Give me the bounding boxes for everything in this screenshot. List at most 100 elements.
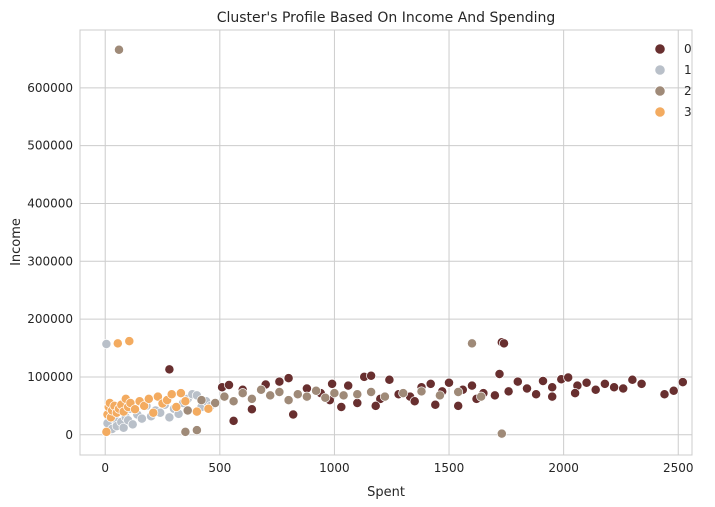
data-point-cluster-0 (531, 389, 542, 400)
data-point-cluster-0 (430, 399, 441, 410)
data-point-cluster-2 (114, 44, 124, 55)
legend-marker-0 (654, 43, 666, 55)
data-point-cluster-1 (127, 419, 138, 430)
data-point-cluster-3 (166, 389, 177, 400)
data-point-cluster-2 (398, 388, 409, 399)
data-point-cluster-3 (130, 404, 140, 415)
data-point-cluster-2 (416, 386, 427, 397)
tick-labels: 0 500 1000 1500 2000 2500 0 100000 200000 300000 4… (27, 81, 693, 475)
data-point-cluster-2 (228, 396, 239, 407)
data-point-cluster-0 (283, 373, 294, 384)
data-point-cluster-2 (180, 426, 191, 437)
data-point-cluster-0 (503, 386, 514, 397)
data-point-cluster-0 (547, 391, 558, 402)
data-point-cluster-3 (148, 407, 159, 418)
data-point-cluster-3 (203, 403, 214, 414)
data-point-cluster-2 (352, 389, 363, 400)
data-point-cluster-2 (434, 390, 445, 401)
legend-marker-3 (654, 106, 666, 118)
x-tick-label: 0 (101, 461, 109, 475)
data-point-cluster-3 (191, 406, 202, 417)
legend-label-2: 2 (684, 84, 692, 98)
data-point-cluster-0 (409, 396, 420, 407)
data-point-cluster-0 (489, 390, 500, 401)
data-point-cluster-0 (609, 382, 620, 393)
data-point-cluster-2 (283, 395, 294, 406)
data-point-cluster-2 (256, 384, 267, 395)
data-point-cluster-0 (228, 415, 239, 426)
legend-label-1: 1 (684, 63, 692, 77)
data-point-cluster-2 (311, 385, 322, 396)
data-point-cluster-3 (171, 402, 182, 412)
data-point-cluster-2 (237, 388, 248, 399)
legend-marker-1 (654, 64, 666, 76)
data-point-cluster-2 (338, 390, 349, 401)
data-point-cluster-0 (288, 409, 299, 420)
data-point-cluster-3 (139, 400, 150, 411)
data-point-cluster-0 (627, 374, 638, 385)
legend-label-3: 3 (684, 105, 692, 119)
data-point-cluster-0 (384, 374, 395, 385)
data-point-cluster-0 (618, 383, 629, 394)
data-point-cluster-3 (180, 396, 191, 407)
y-tick-label: 100000 (27, 370, 73, 384)
y-tick-label: 0 (65, 428, 73, 442)
data-point-cluster-0 (274, 376, 285, 387)
data-point-cluster-0 (444, 377, 454, 388)
data-point-cluster-0 (343, 380, 354, 391)
data-point-cluster-1 (136, 413, 147, 424)
data-point-cluster-2 (379, 391, 390, 402)
data-point-cluster-0 (677, 377, 688, 388)
data-point-cluster-3 (112, 338, 123, 349)
data-point-cluster-0 (570, 388, 581, 399)
x-tick-label: 2500 (663, 461, 694, 475)
data-point-cluster-2 (467, 338, 477, 349)
y-axis-label: Income (9, 218, 24, 266)
data-point-cluster-2 (219, 391, 230, 402)
data-point-cluster-2 (274, 387, 285, 397)
data-point-cluster-0 (453, 400, 464, 411)
data-point-cluster-0 (352, 398, 363, 408)
data-point-cluster-2 (292, 389, 303, 400)
data-point-cluster-3 (101, 426, 112, 437)
y-tick-label: 300000 (27, 254, 73, 268)
x-axis-label: Spent (367, 485, 405, 500)
x-tick-label: 500 (208, 461, 231, 475)
data-point-cluster-3 (152, 391, 163, 402)
data-point-cluster-0 (425, 378, 436, 389)
data-point-cluster-2 (476, 391, 487, 402)
y-tick-label: 400000 (27, 196, 73, 210)
data-point-cluster-0 (581, 377, 592, 388)
data-point-cluster-0 (668, 385, 679, 396)
data-point-cluster-0 (512, 376, 523, 387)
data-point-cluster-3 (143, 393, 154, 404)
data-point-cluster-2 (196, 395, 207, 406)
data-point-cluster-1 (164, 412, 175, 423)
legend: 0 1 2 3 (654, 42, 692, 119)
grid-lines (80, 30, 692, 455)
data-points (101, 44, 688, 439)
data-point-cluster-0 (522, 383, 532, 394)
data-point-cluster-0 (336, 402, 347, 412)
legend-marker-2 (654, 85, 666, 97)
data-point-cluster-2 (246, 393, 257, 404)
x-tick-label: 1000 (319, 461, 350, 475)
data-point-cluster-2 (265, 390, 276, 401)
data-point-cluster-0 (538, 376, 548, 386)
data-point-cluster-2 (182, 405, 193, 416)
x-tick-label: 2000 (548, 461, 579, 475)
data-point-cluster-2 (496, 428, 507, 439)
data-point-cluster-2 (191, 425, 202, 436)
data-point-cluster-0 (590, 384, 601, 395)
data-point-cluster-0 (467, 380, 477, 391)
data-point-cluster-0 (246, 404, 257, 415)
data-point-cluster-0 (164, 364, 175, 375)
chart-title: Cluster's Profile Based On Income And Sp… (217, 10, 556, 26)
data-point-cluster-2 (329, 388, 340, 399)
x-tick-label: 1500 (434, 461, 465, 475)
data-point-cluster-0 (224, 380, 234, 390)
data-point-cluster-1 (101, 339, 112, 349)
data-point-cluster-2 (301, 391, 312, 402)
data-point-cluster-0 (636, 378, 647, 389)
data-point-cluster-0 (499, 338, 509, 349)
